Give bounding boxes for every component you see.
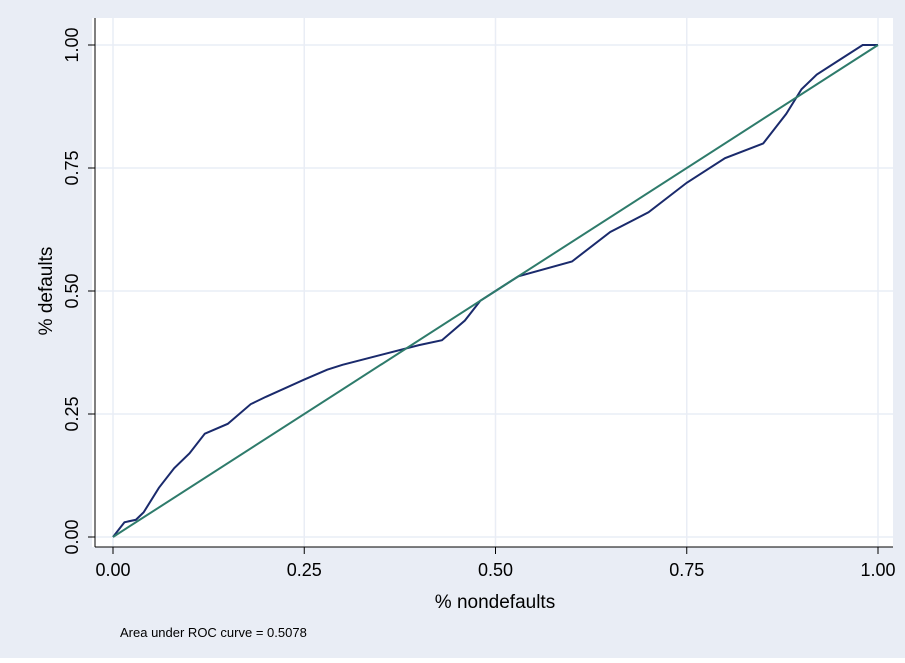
roc-line bbox=[112, 44, 879, 538]
y-tick-label: 1.00 bbox=[62, 27, 82, 62]
note: Area under ROC curve = 0.5078 bbox=[120, 625, 307, 640]
y-tick-label: 0.25 bbox=[62, 396, 82, 431]
x-tick-label: 0.00 bbox=[95, 560, 130, 580]
x-tick-label: 0.25 bbox=[287, 560, 322, 580]
x-tick-label: 0.75 bbox=[669, 560, 704, 580]
y-tick-label: 0.75 bbox=[62, 150, 82, 185]
plot-area bbox=[92, 18, 893, 547]
x-tick-label: 1.00 bbox=[860, 560, 895, 580]
x-axis-title: % nondefaults bbox=[435, 592, 555, 613]
x-tick-label: 0.50 bbox=[478, 560, 513, 580]
y-tick-label: 0.50 bbox=[62, 273, 82, 308]
y-axis-title: % defaults bbox=[36, 247, 57, 336]
y-tick-label: 0.00 bbox=[62, 519, 82, 554]
roc-line bbox=[112, 44, 878, 538]
